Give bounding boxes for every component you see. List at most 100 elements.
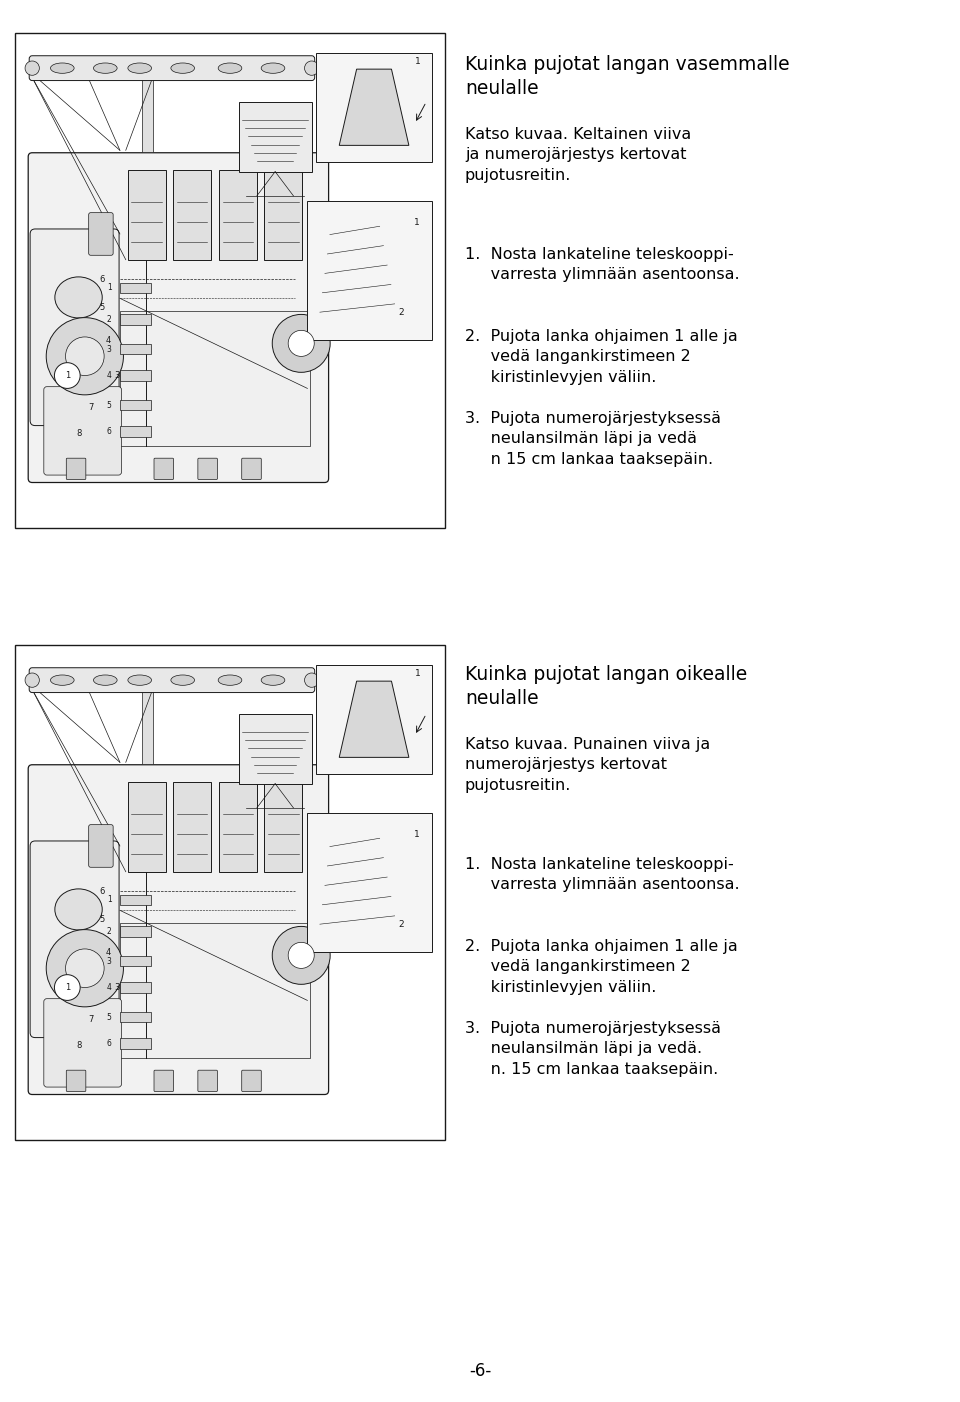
Polygon shape — [339, 69, 409, 146]
Text: 4: 4 — [106, 335, 110, 345]
Text: 2: 2 — [398, 307, 404, 317]
Circle shape — [25, 673, 39, 687]
Text: 1: 1 — [107, 896, 111, 904]
Bar — [120, 400, 152, 411]
Bar — [128, 170, 165, 259]
Bar — [307, 202, 432, 339]
Text: 1.  Nosta lankateline teleskooppi-
     varresta ylimпään asentoonsa.: 1. Nosta lankateline teleskooppi- varres… — [465, 247, 739, 282]
Bar — [120, 370, 152, 380]
Ellipse shape — [93, 63, 117, 73]
Bar — [264, 170, 302, 259]
Text: 8: 8 — [76, 1040, 82, 1050]
Bar — [316, 53, 432, 161]
Text: 3: 3 — [107, 956, 111, 966]
Text: 5: 5 — [107, 1012, 111, 1022]
Text: 3: 3 — [114, 372, 120, 380]
Ellipse shape — [55, 889, 102, 930]
Ellipse shape — [55, 276, 102, 318]
Ellipse shape — [93, 674, 117, 686]
Text: 1.  Nosta lankateline teleskooppi-
     varresta ylimпään asentoonsa.: 1. Nosta lankateline teleskooppi- varres… — [465, 857, 739, 893]
Ellipse shape — [128, 63, 152, 73]
Bar — [128, 782, 165, 872]
FancyBboxPatch shape — [66, 458, 85, 479]
Text: 2.  Pujota lanka ohjaimen 1 alle ja
     vedä langankirstimeen 2
     kiristinle: 2. Pujota lanka ohjaimen 1 alle ja vedä … — [465, 329, 737, 384]
Text: 6: 6 — [100, 886, 105, 896]
Bar — [120, 283, 152, 293]
Bar — [239, 714, 312, 784]
Text: 6: 6 — [107, 1039, 111, 1047]
Circle shape — [25, 62, 39, 76]
Text: 5: 5 — [107, 401, 111, 409]
FancyBboxPatch shape — [30, 841, 119, 1037]
Text: 8: 8 — [76, 429, 82, 437]
Text: 1: 1 — [416, 669, 421, 679]
Circle shape — [304, 673, 319, 687]
Bar — [219, 170, 256, 259]
Polygon shape — [339, 681, 409, 757]
FancyBboxPatch shape — [44, 387, 122, 475]
Bar — [264, 782, 302, 872]
Bar — [120, 983, 152, 993]
Circle shape — [46, 318, 124, 395]
FancyBboxPatch shape — [154, 1070, 174, 1092]
Bar — [239, 102, 312, 171]
Circle shape — [46, 930, 124, 1007]
Bar — [120, 311, 310, 446]
Bar — [173, 782, 211, 872]
Text: -6-: -6- — [468, 1361, 492, 1380]
Text: 6: 6 — [100, 275, 105, 283]
Bar — [120, 1012, 152, 1022]
FancyBboxPatch shape — [242, 458, 261, 479]
Text: 6: 6 — [107, 426, 111, 436]
Text: 4: 4 — [107, 983, 111, 991]
Text: Kuinka pujotat langan oikealle
neulalle: Kuinka pujotat langan oikealle neulalle — [465, 665, 747, 708]
FancyBboxPatch shape — [88, 213, 113, 255]
Text: 3.  Pujota numerojärjestyksessä
     neulansilmän läpi ja vedä.
     n. 15 cm la: 3. Pujota numerojärjestyksessä neulansil… — [465, 1021, 721, 1077]
Ellipse shape — [218, 63, 242, 73]
Ellipse shape — [261, 63, 285, 73]
Bar — [142, 76, 153, 151]
Text: 3.  Pujota numerojärjestyksessä
     neulansilmän läpi ja vedä
     n 15 cm lank: 3. Pujota numerojärjestyksessä neulansil… — [465, 411, 721, 467]
Bar — [316, 665, 432, 774]
FancyBboxPatch shape — [154, 458, 174, 479]
Ellipse shape — [261, 674, 285, 686]
FancyBboxPatch shape — [66, 1070, 85, 1092]
Circle shape — [55, 974, 80, 1001]
Ellipse shape — [51, 63, 74, 73]
Circle shape — [65, 336, 104, 376]
Bar — [15, 645, 445, 1140]
FancyBboxPatch shape — [198, 458, 217, 479]
Bar — [15, 34, 445, 529]
Text: 2.  Pujota lanka ohjaimen 1 alle ja
     vedä langankirstimeen 2
     kiristinle: 2. Pujota lanka ohjaimen 1 alle ja vedä … — [465, 939, 737, 995]
FancyBboxPatch shape — [29, 56, 315, 80]
FancyBboxPatch shape — [28, 764, 328, 1095]
Text: 1: 1 — [64, 372, 70, 380]
Text: 7: 7 — [88, 1015, 93, 1025]
Text: 7: 7 — [88, 404, 93, 412]
Ellipse shape — [171, 674, 195, 686]
Bar — [173, 170, 211, 259]
FancyBboxPatch shape — [242, 1070, 261, 1092]
Text: 4: 4 — [107, 372, 111, 380]
Bar — [120, 927, 152, 937]
FancyBboxPatch shape — [28, 153, 328, 482]
Text: 5: 5 — [100, 303, 105, 313]
Circle shape — [273, 314, 330, 373]
Text: 2: 2 — [398, 920, 404, 928]
FancyBboxPatch shape — [44, 998, 122, 1087]
Bar — [120, 314, 152, 324]
Ellipse shape — [218, 674, 242, 686]
Bar — [120, 1039, 152, 1049]
Bar — [219, 782, 256, 872]
Text: Kuinka pujotat langan vasemmalle
neulalle: Kuinka pujotat langan vasemmalle neulall… — [465, 55, 790, 98]
Text: 5: 5 — [100, 916, 105, 924]
Text: Katso kuvaa. Punainen viiva ja
numerojärjestys kertovat
pujotusreitin.: Katso kuvaa. Punainen viiva ja numerojär… — [465, 737, 710, 792]
Text: 3: 3 — [107, 345, 111, 353]
Circle shape — [55, 363, 80, 388]
Ellipse shape — [128, 674, 152, 686]
Bar — [307, 813, 432, 952]
Bar — [120, 894, 152, 904]
Ellipse shape — [171, 63, 195, 73]
Bar — [120, 956, 152, 966]
Text: 1: 1 — [416, 57, 421, 66]
